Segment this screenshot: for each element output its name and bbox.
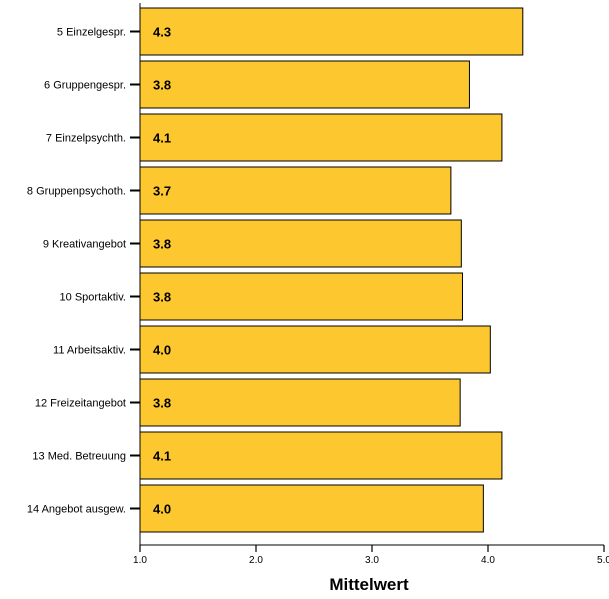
bar bbox=[139, 166, 452, 215]
bar bbox=[139, 219, 462, 268]
x-tick-label: 3.0 bbox=[365, 555, 379, 566]
category-label: 13 Med. Betreuung bbox=[32, 451, 126, 463]
data-label: 3.8 bbox=[153, 78, 171, 93]
bar bbox=[139, 113, 503, 162]
x-tick-label: 1.0 bbox=[133, 555, 147, 566]
category-label: 5 Einzelgespr. bbox=[57, 27, 126, 39]
bar bbox=[139, 325, 491, 374]
data-label: 4.1 bbox=[153, 449, 171, 464]
bar bbox=[139, 431, 503, 480]
labels: 1.0 2.0 3.0 4.0 5.0 5 Einzelgespr. 4.3 6 Gruppe… bbox=[27, 25, 609, 567]
category-label: 8 Gruppenpsychoth. bbox=[27, 186, 126, 198]
category-label: 14 Angebot ausgew. bbox=[27, 504, 126, 516]
x-tick-label: 4.0 bbox=[481, 555, 495, 566]
bars bbox=[139, 7, 524, 533]
category-label: 10 Sportaktiv. bbox=[60, 292, 126, 304]
category-label: 6 Gruppengespr. bbox=[44, 80, 126, 92]
x-tick-label: 5.0 bbox=[597, 555, 609, 566]
category-label: 9 Kreativangebot bbox=[43, 239, 126, 251]
bar bbox=[139, 272, 463, 321]
data-label: 3.7 bbox=[153, 184, 171, 199]
x-tick-label: 2.0 bbox=[249, 555, 263, 566]
data-label: 4.0 bbox=[153, 502, 171, 517]
bar bbox=[139, 484, 484, 533]
data-label: 3.8 bbox=[153, 396, 171, 411]
category-label: 11 Arbeitsaktiv. bbox=[53, 345, 126, 357]
bar bbox=[139, 7, 524, 56]
x-axis-title: Mittelwert bbox=[329, 575, 409, 594]
data-label: 4.0 bbox=[153, 343, 171, 358]
bar bbox=[139, 60, 470, 109]
category-label: 7 Einzelpsychth. bbox=[46, 133, 126, 145]
bar bbox=[139, 378, 461, 427]
data-label: 3.8 bbox=[153, 237, 171, 252]
data-label: 4.3 bbox=[153, 25, 171, 40]
data-label: 4.1 bbox=[153, 131, 171, 146]
data-label: 3.8 bbox=[153, 290, 171, 305]
category-label: 12 Freizeitangebot bbox=[35, 398, 126, 410]
